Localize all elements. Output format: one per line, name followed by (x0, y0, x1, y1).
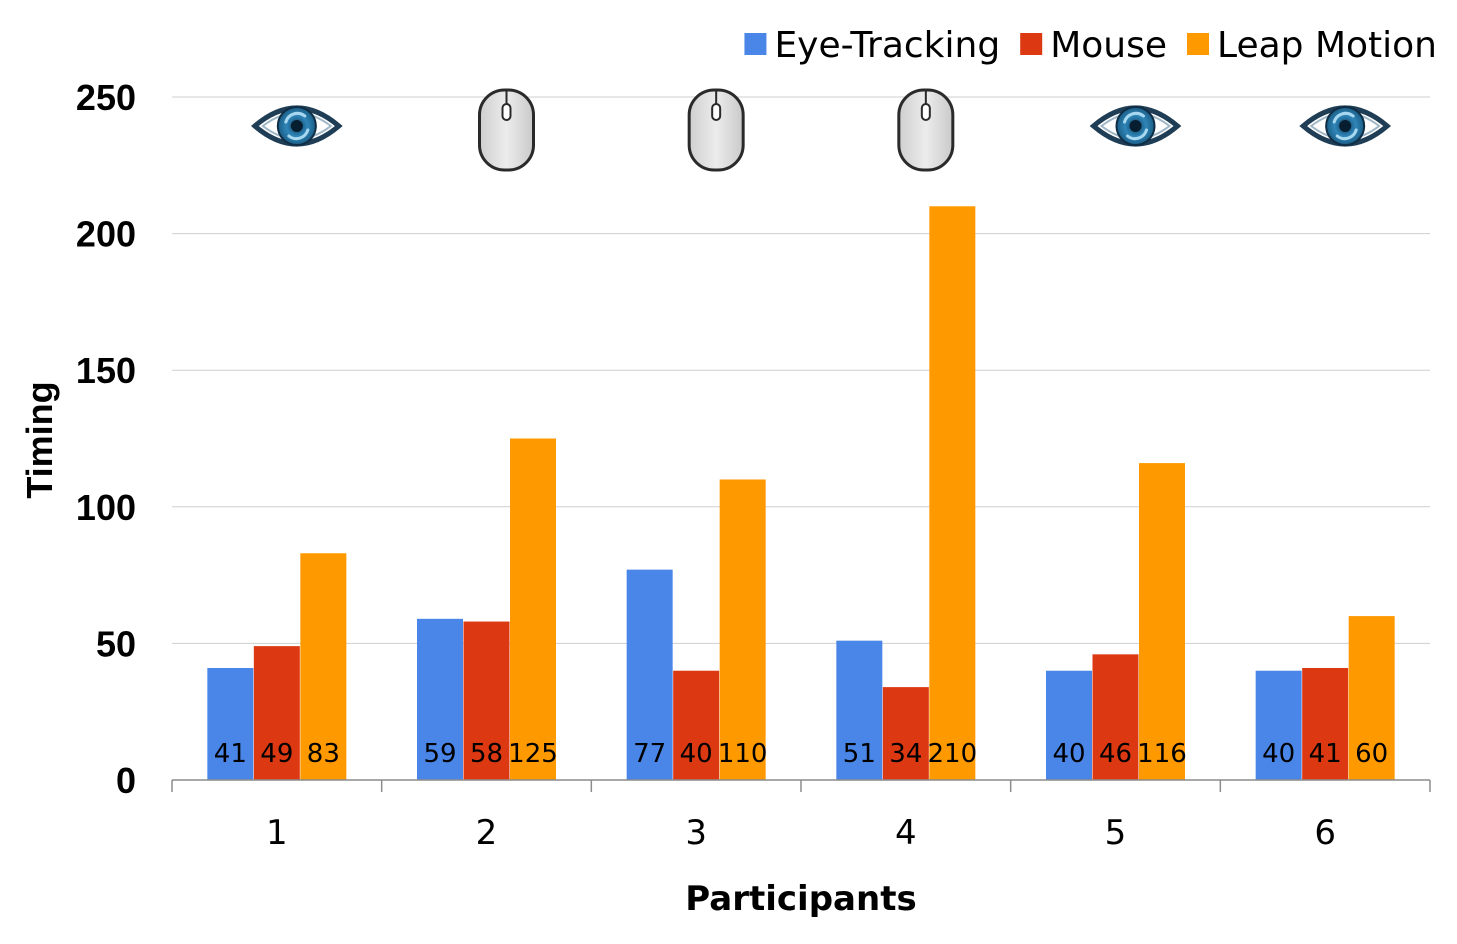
legend: Leap Motion Mouse Eye-Tracking (744, 25, 1437, 66)
data-label: 46 (1099, 739, 1132, 769)
bar-mouse-5 (1092, 654, 1139, 780)
data-label: 83 (307, 739, 340, 769)
legend-swatch-eye-tracking (744, 33, 767, 55)
bar-eye-tracking-2 (417, 618, 463, 780)
x-tick-2: 2 (476, 813, 498, 853)
data-label: 41 (214, 739, 247, 769)
eye-icon (1089, 105, 1182, 147)
x-axis-label: Participants (685, 879, 916, 919)
data-label: 49 (260, 739, 293, 769)
mouse-icon (478, 88, 535, 172)
eye-icon (250, 105, 343, 147)
y-tick-200: 200 (76, 214, 136, 255)
bar-mouse-1 (253, 646, 300, 780)
bar-leap-motion-3 (719, 479, 766, 780)
legend-entry: Eye-Tracking (774, 25, 1000, 66)
legend-entry: Leap Motion (1217, 25, 1437, 66)
data-label: 40 (1262, 739, 1295, 769)
y-tick-100: 100 (76, 487, 136, 528)
data-label: 116 (1137, 739, 1187, 769)
bar-mouse-2 (463, 621, 510, 780)
data-label: 58 (470, 739, 503, 769)
bar-mouse-3 (673, 670, 720, 780)
bar-eye-tracking-3 (626, 569, 673, 780)
data-label: 210 (928, 739, 978, 769)
x-tick-1: 1 (266, 813, 288, 853)
data-label: 34 (889, 739, 922, 769)
mouse-icon (687, 88, 745, 172)
data-label: 40 (1052, 739, 1085, 769)
y-tick-250: 250 (76, 77, 136, 118)
bar-leap-motion-1 (300, 553, 347, 780)
bar-eye-tracking-6 (1255, 670, 1302, 780)
x-tick-6: 6 (1314, 813, 1336, 853)
bar-leap-motion-4 (929, 206, 976, 780)
eye-icon (1299, 105, 1392, 147)
bar-eye-tracking-1 (207, 667, 254, 780)
bar-mouse-4 (882, 687, 929, 780)
bars-layer: 41 49 83 59 58 125 77 40 110 51 34 210 40 46 116 40 41 60 (207, 206, 1395, 780)
legend-swatch-mouse (1020, 33, 1043, 55)
data-label: 51 (843, 739, 876, 769)
legend-entry: Mouse (1050, 25, 1167, 66)
x-tick-4: 4 (895, 813, 917, 853)
data-label: 110 (718, 739, 768, 769)
bar-mouse-6 (1302, 667, 1349, 780)
data-label: 125 (508, 739, 558, 769)
participant-icons (250, 88, 1392, 172)
bar-eye-tracking-4 (836, 640, 883, 780)
data-label: 40 (680, 739, 713, 769)
y-tick-150: 150 (76, 350, 136, 391)
y-tick-0: 0 (116, 760, 136, 801)
y-axis-label: Timing (19, 381, 60, 498)
bar-leap-motion-2 (510, 438, 556, 780)
x-tick-5: 5 (1105, 813, 1127, 853)
gridlines (172, 96, 1430, 644)
x-tick-3: 3 (685, 813, 707, 853)
data-label: 59 (423, 739, 456, 769)
bar-eye-tracking-5 (1046, 670, 1092, 780)
data-label: 77 (633, 739, 666, 769)
legend-swatch-leap-motion (1187, 33, 1210, 55)
y-tick-50: 50 (96, 623, 136, 664)
data-label: 41 (1309, 739, 1342, 769)
bar-leap-motion-5 (1139, 463, 1185, 780)
data-label: 60 (1355, 739, 1388, 769)
mouse-icon (897, 88, 955, 172)
bar-leap-motion-6 (1348, 616, 1395, 780)
